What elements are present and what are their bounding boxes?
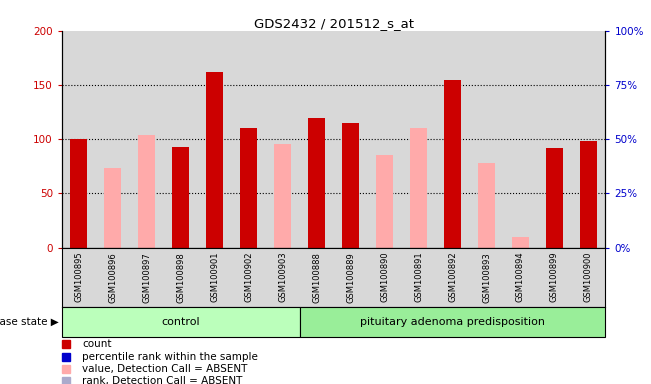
Text: GSM100893: GSM100893 [482,252,491,303]
Bar [546,148,563,248]
Title: GDS2432 / 201512_s_at: GDS2432 / 201512_s_at [254,17,413,30]
Bar [70,139,87,248]
Text: GSM100895: GSM100895 [74,252,83,303]
Bar [206,72,223,248]
Text: pituitary adenoma predisposition: pituitary adenoma predisposition [360,317,545,327]
Bar [104,169,121,248]
Text: GSM100891: GSM100891 [414,252,423,303]
Text: GSM100889: GSM100889 [346,252,355,303]
Bar [308,118,325,248]
Text: percentile rank within the sample: percentile rank within the sample [82,352,258,362]
Bar [376,156,393,248]
Text: GSM100899: GSM100899 [550,252,559,303]
Text: GSM100890: GSM100890 [380,252,389,303]
Text: value, Detection Call = ABSENT: value, Detection Call = ABSENT [82,364,247,374]
Text: rank, Detection Call = ABSENT: rank, Detection Call = ABSENT [82,376,242,384]
Text: GSM100894: GSM100894 [516,252,525,303]
Text: GSM100892: GSM100892 [448,252,457,303]
Text: GSM100900: GSM100900 [584,252,593,302]
Bar [512,237,529,248]
Bar [342,123,359,248]
Text: GSM100897: GSM100897 [143,252,151,303]
Bar [580,141,597,248]
Text: GSM100902: GSM100902 [244,252,253,302]
Bar [62,307,299,337]
Bar [173,147,189,248]
Bar [299,307,605,337]
Bar [410,128,427,248]
Bar [240,128,257,248]
Text: disease state ▶: disease state ▶ [0,317,59,327]
Text: GSM100903: GSM100903 [278,252,287,303]
Bar [478,163,495,248]
Text: GSM100898: GSM100898 [176,252,186,303]
Bar [444,79,461,248]
Bar [138,135,156,248]
Text: control: control [161,317,200,327]
Text: count: count [82,339,111,349]
Text: GSM100901: GSM100901 [210,252,219,302]
Bar [274,144,291,248]
Text: GSM100888: GSM100888 [312,252,321,303]
Text: GSM100896: GSM100896 [108,252,117,303]
